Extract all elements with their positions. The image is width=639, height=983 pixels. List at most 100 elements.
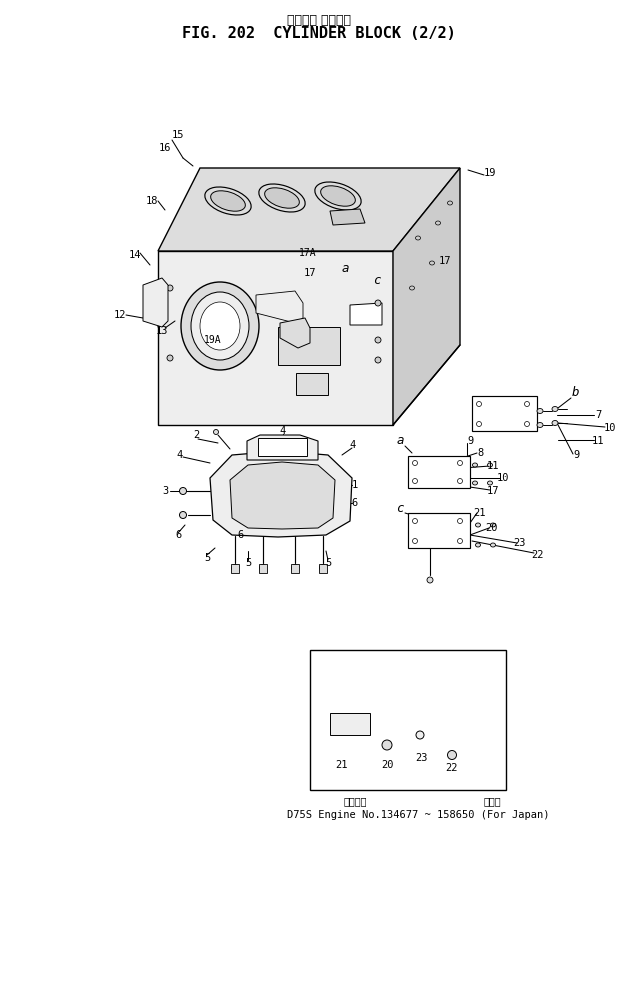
Ellipse shape (205, 187, 251, 215)
Ellipse shape (211, 191, 245, 211)
Ellipse shape (321, 186, 355, 206)
Ellipse shape (447, 750, 456, 760)
Text: 17: 17 (439, 256, 451, 266)
Ellipse shape (472, 463, 477, 467)
Ellipse shape (180, 488, 187, 494)
Ellipse shape (291, 564, 298, 571)
Ellipse shape (491, 523, 495, 527)
Polygon shape (280, 318, 310, 348)
Ellipse shape (415, 236, 420, 240)
Text: c: c (373, 273, 381, 286)
Ellipse shape (180, 511, 187, 518)
Text: 4: 4 (280, 426, 286, 436)
Bar (330, 713, 370, 735)
Ellipse shape (265, 188, 299, 208)
Ellipse shape (458, 460, 463, 466)
Text: 6: 6 (237, 530, 243, 540)
Text: 16: 16 (158, 143, 171, 153)
Text: 8: 8 (477, 448, 483, 458)
Text: シリンダ ブロック: シリンダ ブロック (287, 14, 351, 27)
Ellipse shape (488, 481, 493, 485)
Text: 15: 15 (172, 130, 184, 140)
Polygon shape (143, 278, 168, 327)
Ellipse shape (320, 564, 327, 571)
Text: 国内用: 国内用 (483, 796, 501, 806)
Polygon shape (247, 435, 318, 460)
Text: a: a (341, 262, 349, 275)
Text: 1: 1 (352, 480, 358, 490)
Bar (408, 456, 470, 488)
Ellipse shape (429, 261, 435, 265)
Ellipse shape (413, 479, 417, 484)
Polygon shape (350, 303, 382, 325)
Bar (296, 373, 328, 395)
Text: 5: 5 (204, 553, 210, 563)
Ellipse shape (491, 543, 495, 547)
Text: 19: 19 (484, 168, 497, 178)
Ellipse shape (200, 302, 240, 350)
Text: 18: 18 (146, 196, 158, 206)
Text: 10: 10 (497, 473, 509, 483)
Text: 14: 14 (128, 250, 141, 260)
Text: 3: 3 (162, 486, 168, 496)
Text: 9: 9 (467, 436, 473, 446)
Text: D75S Engine No.134677 ~ 158650 (For Japan): D75S Engine No.134677 ~ 158650 (For Japa… (287, 810, 550, 820)
Text: 20: 20 (381, 760, 393, 770)
Ellipse shape (375, 337, 381, 343)
Ellipse shape (525, 401, 530, 407)
Ellipse shape (427, 577, 433, 583)
Polygon shape (230, 462, 335, 529)
Text: 11: 11 (592, 436, 604, 446)
Text: 9: 9 (573, 450, 579, 460)
Polygon shape (258, 438, 307, 456)
Ellipse shape (458, 479, 463, 484)
Ellipse shape (458, 518, 463, 524)
Ellipse shape (472, 481, 477, 485)
Text: 23: 23 (514, 538, 527, 548)
Ellipse shape (413, 539, 417, 544)
Text: a: a (396, 434, 404, 447)
Ellipse shape (231, 564, 238, 571)
Text: 2: 2 (193, 430, 199, 440)
Text: 17A: 17A (299, 248, 317, 258)
Text: 通用号码: 通用号码 (343, 796, 367, 806)
Ellipse shape (181, 282, 259, 370)
Text: 12: 12 (114, 310, 127, 320)
Ellipse shape (458, 539, 463, 544)
Ellipse shape (167, 355, 173, 361)
Ellipse shape (537, 423, 543, 428)
Polygon shape (158, 251, 393, 425)
Ellipse shape (375, 300, 381, 306)
Text: c: c (396, 501, 404, 514)
Ellipse shape (475, 543, 481, 547)
Text: 6: 6 (175, 530, 181, 540)
Bar (259, 564, 267, 573)
Ellipse shape (552, 407, 558, 412)
Text: 20: 20 (486, 523, 498, 533)
Text: 7: 7 (595, 410, 601, 420)
Ellipse shape (259, 184, 305, 212)
Text: FIG. 202  CYLINDER BLOCK (2/2): FIG. 202 CYLINDER BLOCK (2/2) (182, 27, 456, 41)
Bar (291, 564, 299, 573)
Ellipse shape (191, 292, 249, 360)
Polygon shape (210, 451, 352, 537)
Text: 23: 23 (416, 753, 428, 763)
Ellipse shape (537, 409, 543, 414)
Ellipse shape (475, 523, 481, 527)
Text: 17: 17 (487, 486, 499, 496)
Ellipse shape (167, 285, 173, 291)
Ellipse shape (382, 740, 392, 750)
Text: 4: 4 (177, 450, 183, 460)
Ellipse shape (436, 221, 440, 225)
Ellipse shape (375, 357, 381, 363)
Bar (472, 396, 537, 431)
Ellipse shape (477, 401, 482, 407)
Polygon shape (256, 291, 303, 323)
Text: 22: 22 (446, 763, 458, 773)
Text: b: b (571, 386, 579, 399)
Ellipse shape (416, 731, 424, 739)
Text: 11: 11 (487, 461, 499, 471)
Polygon shape (393, 168, 460, 425)
Text: 19A: 19A (204, 335, 222, 345)
Ellipse shape (525, 422, 530, 427)
